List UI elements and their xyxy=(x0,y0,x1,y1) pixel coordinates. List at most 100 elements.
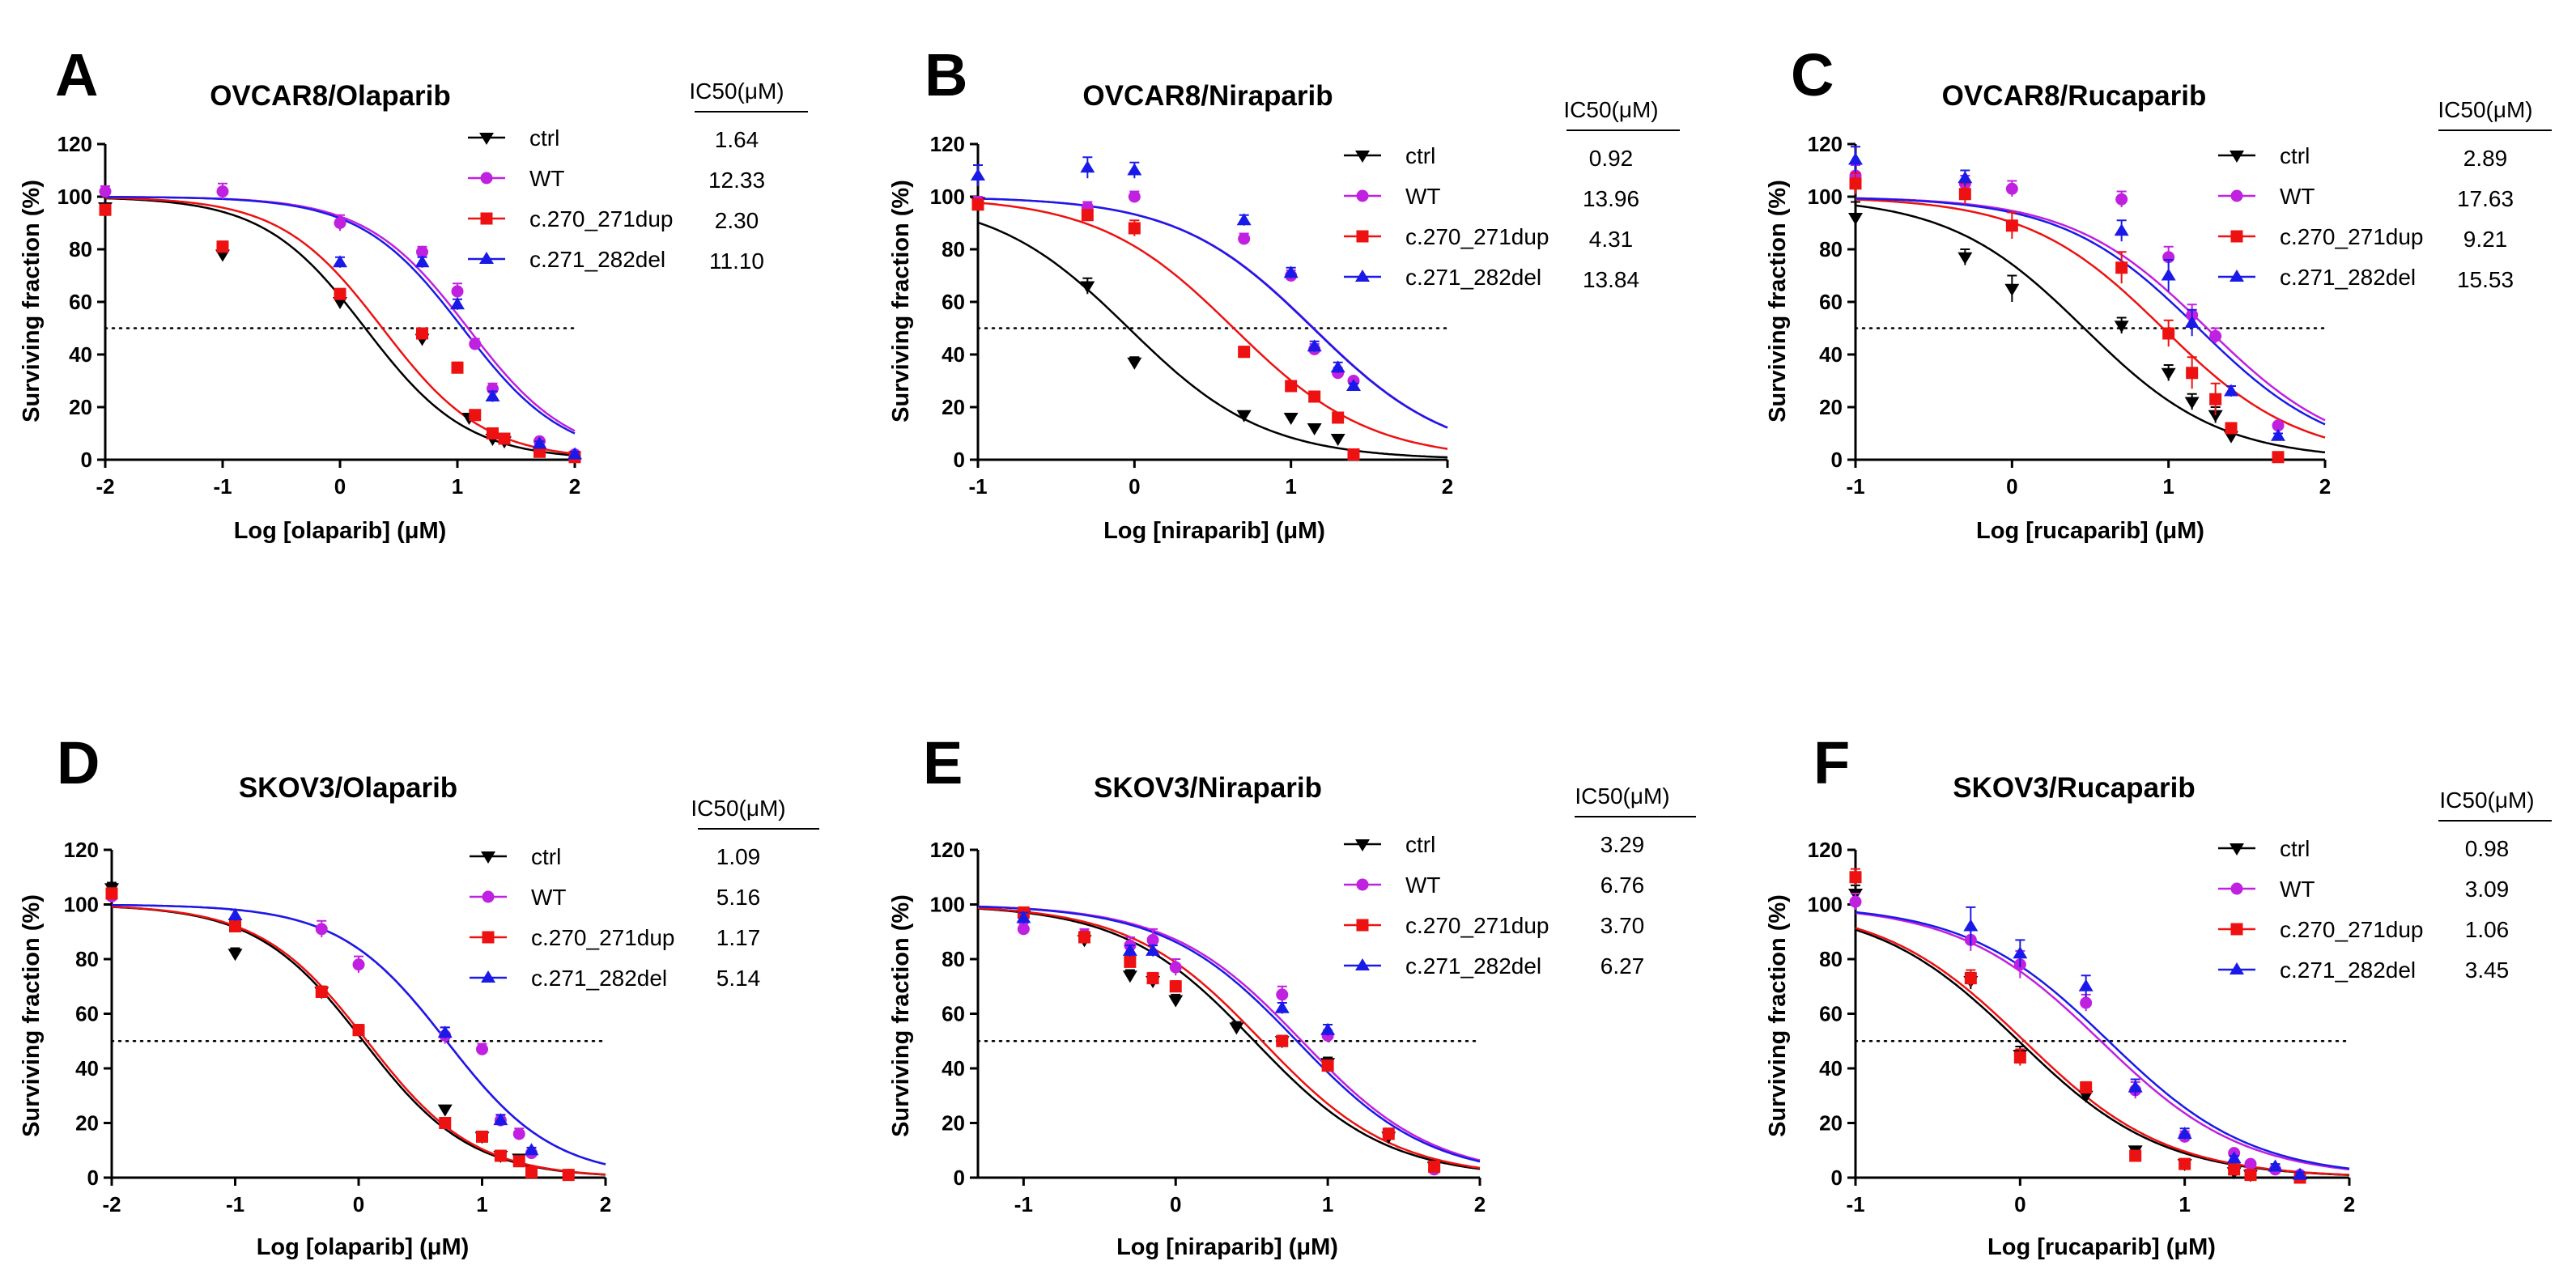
y-tick-label: 100 xyxy=(64,893,99,917)
data-point xyxy=(315,986,328,998)
legend-marker xyxy=(2230,923,2243,936)
ic50-table: IC50(μM) 1.64 12.33 2.30 11.10 xyxy=(689,79,808,274)
data-point xyxy=(1080,281,1095,294)
data-point xyxy=(1848,213,1863,225)
data-point xyxy=(352,958,365,971)
legend-label: ctrl xyxy=(2280,143,2310,168)
data-point xyxy=(2162,327,2175,340)
data-point xyxy=(2184,316,2200,328)
x-tick-label: 2 xyxy=(600,1192,611,1216)
series-c.270_271dup xyxy=(1017,906,1441,1173)
ic50-value: 13.96 xyxy=(1583,186,1639,211)
series-c.270_271dup xyxy=(99,203,581,464)
legend-label: c.271_282del xyxy=(531,966,667,991)
data-point xyxy=(1017,923,1030,936)
series-c.271_282del xyxy=(1963,906,2307,1180)
legend-label: WT xyxy=(531,885,567,910)
data-point xyxy=(1849,895,1862,908)
panel-letter: D xyxy=(57,729,100,796)
legend-marker xyxy=(1356,878,1369,891)
legend-marker xyxy=(2230,189,2243,202)
x-tick-label: 1 xyxy=(1285,474,1296,499)
data-point xyxy=(451,285,464,298)
data-point xyxy=(2244,1169,2257,1182)
data-point xyxy=(1276,1034,1289,1047)
y-tick-label: 40 xyxy=(69,342,92,367)
panel-title: SKOV3/Niraparib xyxy=(1094,772,1322,804)
fit-curve-ctrl xyxy=(977,907,1481,1170)
ic50-value: 11.10 xyxy=(709,248,764,274)
data-point xyxy=(2080,996,2093,1009)
panel-E: E SKOV3/Niraparib 0 20 40 60 80 100 120 -1 0 1 2 Log … xyxy=(888,729,1696,1260)
data-point xyxy=(476,1042,488,1055)
panel-title: OVCAR8/Rucaparib xyxy=(1942,80,2207,112)
y-tick-label: 100 xyxy=(57,185,92,209)
data-point xyxy=(1849,177,1862,190)
legend-marker xyxy=(2230,962,2244,974)
data-point xyxy=(1124,955,1137,968)
fit-curve-c.271_282del xyxy=(1855,197,2326,426)
series-c.271_282del xyxy=(227,908,539,1156)
x-tick-label: 1 xyxy=(2179,1192,2190,1216)
data-point xyxy=(229,920,241,932)
panel-letter: B xyxy=(925,41,967,108)
x-tick-label: 2 xyxy=(569,474,580,499)
data-point xyxy=(2115,193,2128,206)
x-tick-label: 1 xyxy=(2162,474,2174,499)
data-point xyxy=(469,338,482,350)
data-point xyxy=(1308,390,1321,403)
ic50-table: IC50(μM) 3.29 6.76 3.70 6.27 xyxy=(1575,783,1696,979)
data-point xyxy=(2226,1151,2242,1164)
data-point xyxy=(315,923,328,936)
data-point xyxy=(512,1127,525,1140)
legend-label: ctrl xyxy=(2280,836,2310,861)
data-point xyxy=(2244,1157,2257,1170)
ic50-value: 3.09 xyxy=(2465,877,2510,902)
fit-curve-c.271_282del xyxy=(112,903,606,1165)
data-point xyxy=(227,949,243,962)
series-WT xyxy=(971,190,1360,387)
data-point xyxy=(2186,367,2199,380)
series-ctrl xyxy=(98,202,512,449)
fit-curve-ctrl xyxy=(104,197,576,457)
y-tick-label: 120 xyxy=(930,838,965,862)
legend-label: ctrl xyxy=(1405,832,1435,857)
fit-curve-c.270_271dup xyxy=(977,202,1448,450)
y-tick-label: 80 xyxy=(1819,947,1843,971)
y-tick-label: 80 xyxy=(1819,237,1843,261)
data-point xyxy=(333,255,347,268)
y-tick-label: 120 xyxy=(1808,132,1843,156)
data-point xyxy=(437,1025,453,1038)
legend: ctrl WT c.270_271dup c.271_282del xyxy=(468,125,674,272)
ic50-value: 6.27 xyxy=(1600,953,1645,979)
data-point xyxy=(1122,943,1137,956)
y-tick-label: 0 xyxy=(1831,1165,1843,1190)
data-point xyxy=(1146,972,1159,985)
data-point xyxy=(334,217,346,229)
legend-label: WT xyxy=(2280,877,2315,902)
data-point xyxy=(1346,379,1361,391)
legend: ctrl WT c.270_271dup c.271_282del xyxy=(1344,832,1549,979)
data-point xyxy=(1081,209,1094,222)
x-tick-label: 1 xyxy=(1322,1192,1333,1216)
ic50-header: IC50(μM) xyxy=(2439,788,2534,813)
y-tick-label: 120 xyxy=(64,838,99,862)
data-point xyxy=(2078,1090,2094,1103)
panel-title: OVCAR8/Olaparib xyxy=(210,80,451,112)
data-point xyxy=(1229,1022,1244,1035)
data-point xyxy=(2177,1127,2192,1139)
data-point xyxy=(2013,946,2028,959)
data-point xyxy=(1127,357,1142,370)
panel-letter: E xyxy=(923,729,963,796)
series-ctrl xyxy=(971,196,1345,446)
panel-letter: C xyxy=(1791,41,1834,108)
y-tick-label: 60 xyxy=(1819,290,1843,314)
legend-marker xyxy=(2230,843,2244,856)
y-axis-label: Surviving fraction (%) xyxy=(888,180,914,422)
x-tick-label: 0 xyxy=(1129,474,1140,499)
ic50-value: 15.53 xyxy=(2457,267,2514,292)
panel-A: A OVCAR8/Olaparib 0 20 40 60 80 100 120 -2 -1 0 1 2 Lo… xyxy=(19,41,808,544)
ic50-header: IC50(μM) xyxy=(1563,97,1658,122)
